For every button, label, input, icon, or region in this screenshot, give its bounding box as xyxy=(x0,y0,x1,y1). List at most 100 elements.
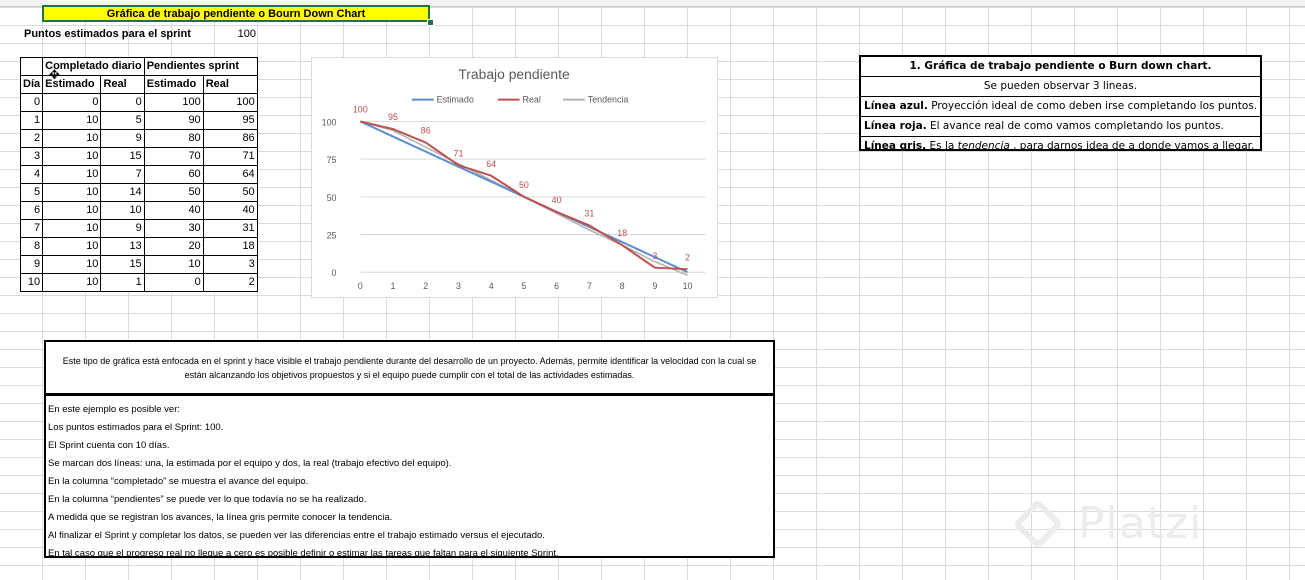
y-tick-label: 0 xyxy=(332,268,337,278)
table-cell[interactable]: 1 xyxy=(100,273,145,292)
platzi-logo-icon xyxy=(1012,498,1064,550)
table-row: 4 10 7 60 64 xyxy=(19,165,258,184)
table-cell[interactable]: 10 xyxy=(42,237,102,256)
table-cell[interactable]: 70 xyxy=(143,147,204,166)
table-cell[interactable]: 18 xyxy=(202,237,258,256)
table-cell[interactable]: 40 xyxy=(143,201,204,220)
table-cell[interactable]: 15 xyxy=(100,147,145,166)
table-cell[interactable]: 100 xyxy=(143,93,204,112)
table-cell[interactable]: 100 xyxy=(202,93,258,112)
table-cell[interactable]: 3 xyxy=(202,255,258,274)
table-cell[interactable]: 9 xyxy=(100,129,145,148)
table-cell[interactable]: 90 xyxy=(143,111,204,130)
chart-gridlines xyxy=(360,120,706,273)
table-cell[interactable]: 14 xyxy=(100,183,145,202)
info-line-red-text: El avance real de como vamos completando… xyxy=(926,120,1224,132)
group-header-pendientes[interactable]: Pendientes sprint xyxy=(143,57,258,76)
fill-handle[interactable] xyxy=(427,19,434,26)
title-cell[interactable]: Gráfica de trabajo pendiente o Bourn Dow… xyxy=(42,5,430,22)
info-line-gray[interactable]: Línea gris. Es la tendencia , para darno… xyxy=(861,137,1260,156)
info-line-gray-after: , para darnos idea de a donde vamos a ll… xyxy=(1009,140,1255,152)
data-label: 100 xyxy=(353,105,368,115)
table-cell[interactable]: 10 xyxy=(42,219,102,238)
col-header-dia[interactable]: Día xyxy=(19,75,44,94)
table-cell[interactable]: 71 xyxy=(202,147,258,166)
col-header-real-pend[interactable]: Real xyxy=(202,75,258,94)
table-cell[interactable]: 20 xyxy=(143,237,204,256)
table-row: 6 10 10 40 40 xyxy=(19,201,258,220)
table-cell[interactable]: 10 xyxy=(19,273,44,292)
table-cell[interactable]: 7 xyxy=(100,165,145,184)
table-cell[interactable]: 60 xyxy=(143,165,204,184)
table-cell[interactable]: 8 xyxy=(19,237,44,256)
table-cell[interactable]: 30 xyxy=(143,219,204,238)
info-box: 1. Gráfica de trabajo pendiente o Burn d… xyxy=(859,55,1262,152)
example-box[interactable]: En este ejemplo es posible ver: Los punt… xyxy=(44,394,775,559)
table-cell[interactable]: 0 xyxy=(143,273,204,292)
table-cell[interactable]: 7 xyxy=(19,219,44,238)
table-cell[interactable]: 50 xyxy=(202,183,258,202)
column-header-strip xyxy=(0,0,1305,7)
table-cell[interactable]: 9 xyxy=(100,219,145,238)
table-cell[interactable]: 10 xyxy=(42,183,102,202)
table-cell[interactable]: 40 xyxy=(202,201,258,220)
table-cell[interactable]: 1 xyxy=(19,111,44,130)
points-value[interactable]: 100 xyxy=(237,28,256,40)
table-cell[interactable]: 5 xyxy=(19,183,44,202)
table-cell[interactable]: 0 xyxy=(42,93,102,112)
table-cell[interactable]: 13 xyxy=(100,237,145,256)
table-cell[interactable]: 5 xyxy=(100,111,145,130)
description-text: Este tipo de gráfica está enfocada en el… xyxy=(62,355,757,380)
group-header-completado[interactable]: Completado diario xyxy=(42,57,145,76)
example-line: En la columna “completado” se muestra el… xyxy=(48,476,309,487)
table-cell[interactable]: 10 xyxy=(143,255,204,274)
info-line-blue[interactable]: Línea azul. Proyección ideal de como deb… xyxy=(861,97,1260,117)
example-line: En este ejemplo es posible ver: xyxy=(48,404,181,415)
cell-cursor-icon: ✥ xyxy=(49,67,60,82)
table-cell[interactable]: 10 xyxy=(42,165,102,184)
table-cell[interactable]: 10 xyxy=(42,147,102,166)
table-cell[interactable]: 9 xyxy=(19,255,44,274)
chart-legend: Estimado Real Tendencia xyxy=(411,95,628,105)
table-cell[interactable]: 0 xyxy=(19,93,44,112)
table-cell[interactable]: 10 xyxy=(42,201,102,220)
y-tick-label: 25 xyxy=(327,230,337,240)
chart-data-labels: 100 95 86 71 64 50 40 31 18 3 2 xyxy=(353,105,690,263)
table-cell[interactable]: 10 xyxy=(42,111,102,130)
x-tick-label: 2 xyxy=(423,281,428,291)
info-line-red[interactable]: Línea roja. El avance real de como vamos… xyxy=(861,117,1260,137)
header-empty-cell[interactable] xyxy=(19,57,44,76)
table-cell[interactable]: 10 xyxy=(42,129,102,148)
table-cell[interactable]: 95 xyxy=(202,111,258,130)
y-tick-label: 75 xyxy=(327,155,337,165)
table-cell[interactable]: 3 xyxy=(19,147,44,166)
table-cell[interactable]: 10 xyxy=(100,201,145,220)
table-cell[interactable]: 80 xyxy=(143,129,204,148)
table-cell[interactable]: 0 xyxy=(100,93,145,112)
table-cell[interactable]: 10 xyxy=(42,273,102,292)
example-line: Se marcan dos líneas: una, la estimada p… xyxy=(48,458,452,469)
y-tick-label: 100 xyxy=(322,117,337,127)
x-tick-label: 8 xyxy=(620,281,625,291)
table-row: 9 10 15 10 3 xyxy=(19,255,258,274)
col-header-estimado-pend[interactable]: Estimado xyxy=(143,75,204,94)
info-title[interactable]: 1. Gráfica de trabajo pendiente o Burn d… xyxy=(861,57,1260,77)
burndown-chart[interactable]: Trabajo pendiente Estimado Real Tendencia … xyxy=(311,57,718,298)
info-subtitle[interactable]: Se pueden observar 3 lineas. xyxy=(861,77,1260,97)
table-cell[interactable]: 64 xyxy=(202,165,258,184)
table-cell[interactable]: 50 xyxy=(143,183,204,202)
chart-series xyxy=(359,120,688,276)
table-cell[interactable]: 10 xyxy=(42,255,102,274)
table-cell[interactable]: 4 xyxy=(19,165,44,184)
description-box[interactable]: Este tipo de gráfica está enfocada en el… xyxy=(44,340,775,395)
table-cell[interactable]: 15 xyxy=(100,255,145,274)
table-cell[interactable]: 2 xyxy=(19,129,44,148)
table-cell[interactable]: 31 xyxy=(202,219,258,238)
data-label: 86 xyxy=(421,126,431,136)
data-label: 95 xyxy=(388,112,398,122)
points-label[interactable]: Puntos estimados para el sprint xyxy=(24,28,191,40)
table-cell[interactable]: 86 xyxy=(202,129,258,148)
table-cell[interactable]: 6 xyxy=(19,201,44,220)
col-header-real[interactable]: Real xyxy=(100,75,145,94)
table-cell[interactable]: 2 xyxy=(202,273,258,292)
